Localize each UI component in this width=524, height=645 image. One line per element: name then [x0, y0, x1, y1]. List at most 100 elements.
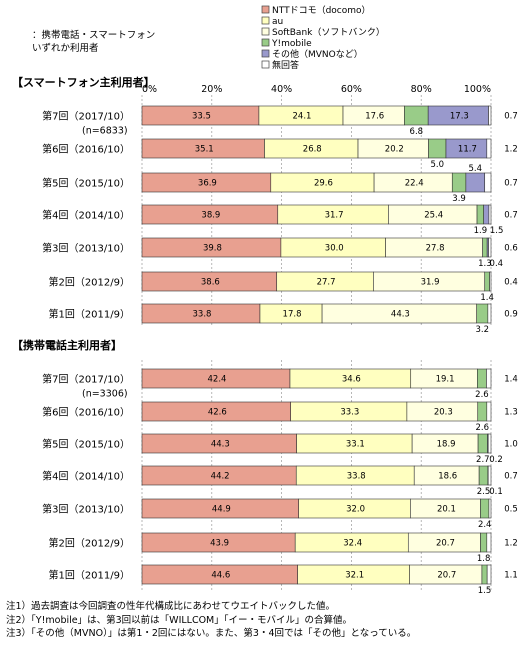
note-2: 注2）「Y!mobile」は、第3回以前は「WILLCOM」「イー・モバイル」の… — [6, 614, 353, 626]
x-tick-label: 60% — [341, 84, 362, 95]
row-label: 第7回（2017/10） — [42, 373, 130, 386]
chart-subtitle-line: ：携帯電話・スマートフォン — [32, 29, 155, 41]
legend-swatch — [261, 60, 270, 69]
data-label: 20.2 — [385, 145, 404, 155]
data-label: 1.0 — [504, 440, 518, 450]
bar-segment — [477, 401, 488, 422]
data-label: 6.8 — [410, 127, 424, 137]
data-label: 31.9 — [421, 278, 440, 288]
data-label: 0.4 — [504, 278, 518, 288]
row-label: 第3回（2013/10） — [42, 242, 130, 255]
data-label: 30.0 — [325, 244, 344, 254]
row-label: 第4回（2014/10） — [42, 209, 130, 222]
legend-label: Y!mobile — [271, 39, 312, 49]
data-label: 27.8 — [426, 244, 445, 254]
x-tick-label: 100% — [464, 84, 491, 95]
bar-segment — [488, 237, 492, 258]
data-label: 44.3 — [211, 440, 230, 450]
data-label: 0.7 — [504, 472, 518, 482]
data-label: 0.9 — [504, 310, 518, 320]
data-label: 32.0 — [346, 505, 365, 515]
data-label: 32.1 — [345, 571, 364, 581]
data-label: 32.4 — [343, 539, 362, 549]
data-label: 17.6 — [365, 112, 384, 122]
data-label: 44.6 — [211, 571, 230, 581]
data-label: 0.7 — [504, 179, 518, 189]
row-label: 第1回（2011/9） — [48, 308, 130, 321]
data-label: 18.6 — [438, 472, 457, 482]
bar-segment — [477, 368, 487, 389]
data-label: 20.7 — [436, 539, 455, 549]
row-sublabel: (n=3306) — [82, 389, 128, 400]
bar-segment — [477, 433, 488, 454]
legend-label: au — [272, 17, 283, 27]
bar-segment — [488, 498, 492, 519]
group-title: 【携帯電話主利用者】 — [12, 338, 122, 352]
data-label: 1.8 — [477, 554, 491, 564]
data-label: 42.4 — [208, 375, 227, 385]
legend-swatch — [261, 38, 270, 47]
data-label: 38.6 — [201, 278, 220, 288]
data-label: 2.7 — [476, 455, 490, 465]
x-tick-label: 80% — [411, 84, 432, 95]
data-label: 44.9 — [212, 505, 231, 515]
row-label: 第3回（2013/10） — [42, 503, 130, 516]
data-label: 24.1 — [293, 112, 312, 122]
data-label: 25.4 — [424, 211, 443, 221]
data-label: 1.1 — [504, 571, 518, 581]
data-label: 1.2 — [504, 539, 518, 549]
data-label: 17.8 — [283, 310, 302, 320]
data-label: 33.3 — [340, 408, 359, 418]
bar-segment — [404, 105, 429, 126]
data-label: 1.5 — [490, 226, 504, 236]
data-label: 20.1 — [437, 505, 456, 515]
bar-segment — [481, 564, 488, 585]
data-label: 0.2 — [489, 455, 503, 465]
data-label: 26.8 — [303, 145, 322, 155]
bar-segment — [486, 564, 492, 585]
x-tick-label: 0% — [142, 84, 157, 95]
bar-segment — [489, 271, 492, 292]
legend-label: 無回答 — [272, 59, 299, 71]
data-label: 0.1 — [489, 487, 503, 497]
data-label: 0.4 — [490, 259, 504, 269]
data-label: 39.8 — [203, 244, 222, 254]
legend-label: SoftBank（ソフトバンク） — [272, 27, 385, 38]
data-label: 20.3 — [434, 408, 453, 418]
data-label: 43.9 — [210, 539, 229, 549]
bar-segment — [482, 237, 488, 258]
legend-swatch — [261, 16, 270, 25]
data-label: 18.9 — [437, 440, 456, 450]
note-3: 注3）「その他（MVNO）」は第1・2回にはない。また、第3・4回では「その他」… — [6, 628, 417, 639]
x-tick-label: 40% — [271, 84, 292, 95]
bar-segment — [486, 138, 492, 159]
data-label: 33.5 — [192, 112, 211, 122]
row-label: 第2回（2012/9） — [48, 537, 130, 550]
row-label: 第2回（2012/9） — [48, 276, 130, 289]
data-label: 1.3 — [478, 259, 492, 269]
bar-segment — [488, 105, 492, 126]
data-label: 3.2 — [476, 325, 490, 335]
row-label: 第6回（2016/10） — [42, 143, 130, 156]
bar-segment — [483, 204, 490, 225]
bar-segment — [428, 138, 447, 159]
bar-segment — [484, 172, 492, 193]
data-label: 44.2 — [211, 472, 230, 482]
data-label: 31.7 — [325, 211, 344, 221]
data-label: 33.8 — [347, 472, 366, 482]
legend-swatch — [261, 27, 270, 36]
bar-segment — [484, 271, 490, 292]
data-label: 22.4 — [405, 179, 424, 189]
data-label: 38.9 — [201, 211, 220, 221]
legend-swatch — [261, 5, 270, 14]
bar-segment — [451, 172, 467, 193]
data-label: 1.3 — [504, 408, 518, 418]
row-label: 第4回（2014/10） — [42, 470, 130, 483]
bar-segment — [480, 498, 490, 519]
row-sublabel: (n=6833) — [82, 126, 128, 137]
bar-segment — [486, 532, 492, 553]
bar-segment — [486, 368, 492, 389]
data-label: 29.6 — [314, 179, 333, 189]
bar-segment — [465, 172, 486, 193]
data-label: 2.5 — [477, 487, 491, 497]
